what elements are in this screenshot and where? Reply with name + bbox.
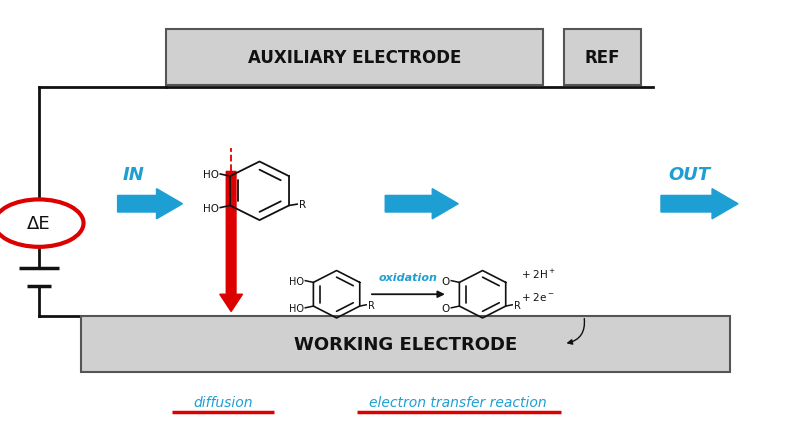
- Text: R: R: [514, 300, 521, 310]
- Text: electron transfer reaction: electron transfer reaction: [369, 395, 547, 409]
- Text: WORKING ELECTRODE: WORKING ELECTRODE: [294, 335, 517, 353]
- Text: HO: HO: [289, 303, 303, 313]
- FancyBboxPatch shape: [81, 316, 730, 372]
- Text: HO: HO: [289, 276, 303, 286]
- FancyArrow shape: [220, 172, 242, 312]
- Text: HO: HO: [203, 169, 219, 180]
- Text: IN: IN: [123, 165, 144, 183]
- Text: R: R: [368, 300, 375, 310]
- FancyArrow shape: [661, 189, 738, 219]
- Text: OUT: OUT: [668, 165, 710, 183]
- Text: ΔE: ΔE: [27, 215, 51, 233]
- Text: O: O: [441, 303, 449, 313]
- Text: + 2H$^+$: + 2H$^+$: [521, 267, 556, 280]
- Text: + 2e$^-$: + 2e$^-$: [521, 291, 556, 303]
- Text: O: O: [441, 276, 449, 286]
- FancyArrow shape: [385, 189, 458, 219]
- Text: AUXILIARY ELECTRODE: AUXILIARY ELECTRODE: [248, 49, 461, 67]
- Text: oxidation: oxidation: [379, 272, 437, 283]
- Text: diffusion: diffusion: [193, 395, 253, 409]
- FancyArrow shape: [118, 189, 182, 219]
- Circle shape: [0, 200, 84, 247]
- Text: R: R: [298, 200, 306, 210]
- Text: REF: REF: [585, 49, 620, 67]
- FancyBboxPatch shape: [564, 30, 641, 86]
- FancyBboxPatch shape: [166, 30, 543, 86]
- Text: HO: HO: [203, 203, 219, 213]
